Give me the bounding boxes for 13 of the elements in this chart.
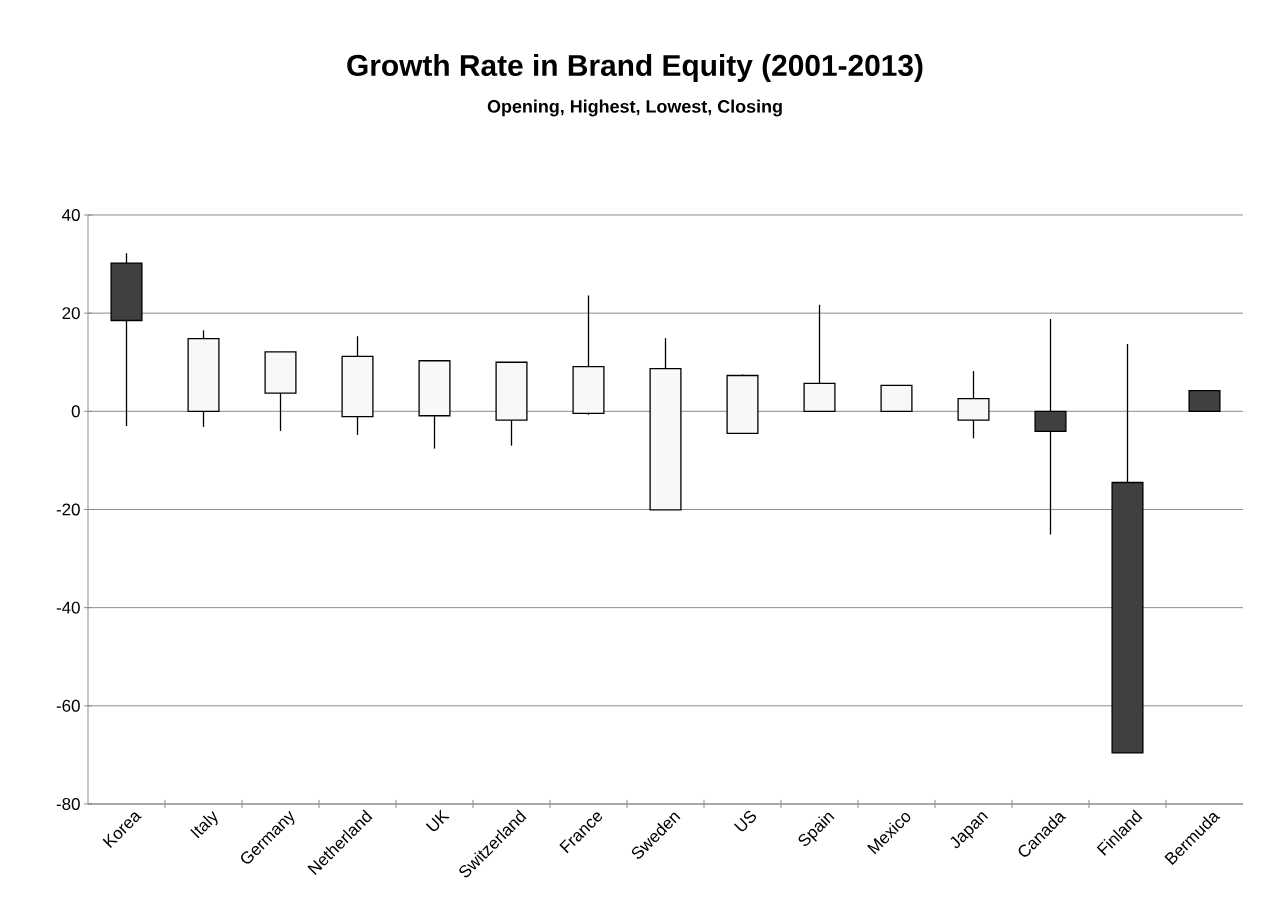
y-tick-label: -20 bbox=[56, 503, 80, 516]
y-tick-label: 20 bbox=[62, 307, 80, 320]
candlestick bbox=[1034, 318, 1067, 536]
x-tick-label: UK bbox=[425, 809, 450, 832]
x-tick-label: US bbox=[733, 810, 757, 832]
x-tick-label: Italy bbox=[190, 811, 218, 839]
y-tick-label: -40 bbox=[56, 601, 80, 614]
y-tick-label: 0 bbox=[71, 405, 80, 418]
y-tick-label: -80 bbox=[56, 797, 80, 810]
y-tick-label: -60 bbox=[56, 699, 80, 712]
y-tick-label: 40 bbox=[62, 208, 80, 221]
chart-subtitle: Opening, Highest, Lowest, Closing bbox=[487, 99, 782, 117]
chart-title: Growth Rate in Brand Equity (2001-2013) bbox=[347, 54, 923, 82]
